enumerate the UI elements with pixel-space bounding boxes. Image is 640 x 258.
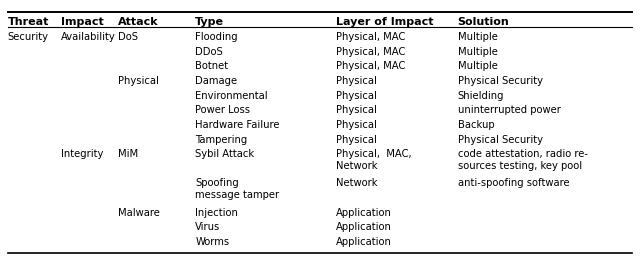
Text: Worms: Worms bbox=[195, 237, 229, 247]
Text: Physical Security: Physical Security bbox=[458, 76, 543, 86]
Text: uninterrupted power: uninterrupted power bbox=[458, 105, 561, 115]
Text: Physical Security: Physical Security bbox=[458, 135, 543, 144]
Text: Application: Application bbox=[336, 208, 392, 218]
Text: Network: Network bbox=[336, 179, 378, 188]
Text: Hardware Failure: Hardware Failure bbox=[195, 120, 280, 130]
Text: Security: Security bbox=[8, 32, 49, 42]
Text: Injection: Injection bbox=[195, 208, 238, 218]
Text: Physical: Physical bbox=[336, 105, 377, 115]
Text: Physical: Physical bbox=[336, 120, 377, 130]
Text: Multiple: Multiple bbox=[458, 61, 497, 71]
Text: Virus: Virus bbox=[195, 222, 220, 232]
Text: Application: Application bbox=[336, 222, 392, 232]
Text: Availability: Availability bbox=[61, 32, 116, 42]
Text: Impact: Impact bbox=[61, 17, 104, 27]
Text: DoS: DoS bbox=[118, 32, 138, 42]
Text: Multiple: Multiple bbox=[458, 47, 497, 57]
Text: Multiple: Multiple bbox=[458, 32, 497, 42]
Text: Power Loss: Power Loss bbox=[195, 105, 250, 115]
Text: Malware: Malware bbox=[118, 208, 160, 218]
Text: DDoS: DDoS bbox=[195, 47, 223, 57]
Text: Physical,  MAC,
Network: Physical, MAC, Network bbox=[336, 149, 412, 171]
Text: Solution: Solution bbox=[458, 17, 509, 27]
Text: Flooding: Flooding bbox=[195, 32, 238, 42]
Text: Layer of Impact: Layer of Impact bbox=[336, 17, 433, 27]
Text: Type: Type bbox=[195, 17, 224, 27]
Text: Physical, MAC: Physical, MAC bbox=[336, 61, 405, 71]
Text: Attack: Attack bbox=[118, 17, 159, 27]
Text: Backup: Backup bbox=[458, 120, 494, 130]
Text: Physical: Physical bbox=[336, 91, 377, 101]
Text: Environmental: Environmental bbox=[195, 91, 268, 101]
Text: MiM: MiM bbox=[118, 149, 138, 159]
Text: Botnet: Botnet bbox=[195, 61, 228, 71]
Text: Integrity: Integrity bbox=[61, 149, 103, 159]
Text: Physical, MAC: Physical, MAC bbox=[336, 47, 405, 57]
Text: code attestation, radio re-
sources testing, key pool: code attestation, radio re- sources test… bbox=[458, 149, 588, 171]
Text: Physical: Physical bbox=[118, 76, 159, 86]
Text: Physical: Physical bbox=[336, 76, 377, 86]
Text: Threat: Threat bbox=[8, 17, 49, 27]
Text: Sybil Attack: Sybil Attack bbox=[195, 149, 254, 159]
Text: Physical: Physical bbox=[336, 135, 377, 144]
Text: Shielding: Shielding bbox=[458, 91, 504, 101]
Text: Physical, MAC: Physical, MAC bbox=[336, 32, 405, 42]
Text: Damage: Damage bbox=[195, 76, 237, 86]
Text: Spoofing
message tamper: Spoofing message tamper bbox=[195, 179, 279, 200]
Text: Application: Application bbox=[336, 237, 392, 247]
Text: anti-spoofing software: anti-spoofing software bbox=[458, 179, 569, 188]
Text: Tampering: Tampering bbox=[195, 135, 248, 144]
